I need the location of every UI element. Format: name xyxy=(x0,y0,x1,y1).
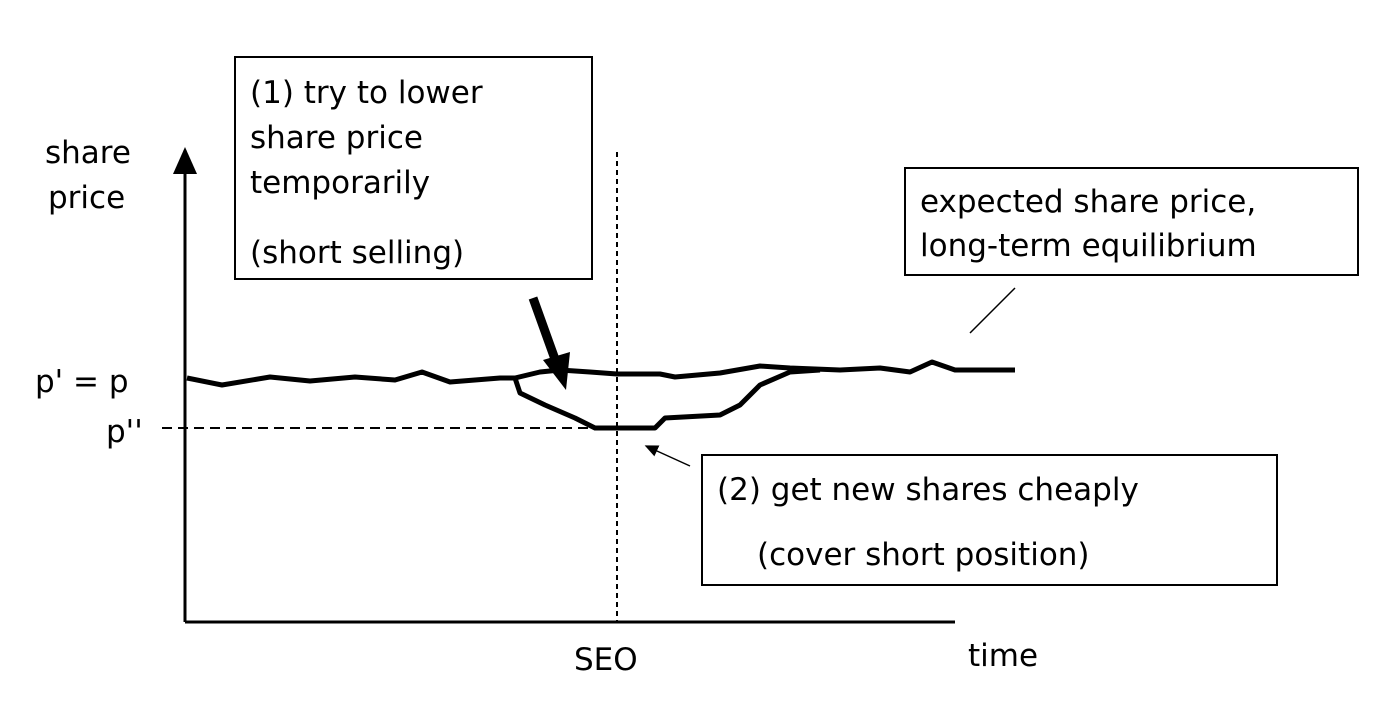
y-axis-label-1: share xyxy=(45,135,131,171)
box2-line2: long-term equilibrium xyxy=(920,228,1257,264)
box-new-shares xyxy=(701,454,1278,586)
thick-arrow-shaft xyxy=(528,296,561,364)
box-short-selling xyxy=(234,56,593,280)
p-equal-label: p' = p xyxy=(35,364,129,400)
y-axis-label-2: price xyxy=(48,180,125,216)
box-expected-price xyxy=(904,167,1359,276)
thick-arrow-head xyxy=(543,352,570,390)
seo-label: SEO xyxy=(574,642,638,678)
expected-price-line xyxy=(186,359,1015,388)
p-double-label: p'' xyxy=(106,414,143,450)
manipulated-price-line xyxy=(512,367,821,431)
box1-line3: temporarily xyxy=(250,165,430,201)
box2-line1: expected share price, xyxy=(920,184,1256,220)
box3-line1: (2) get new shares cheaply xyxy=(717,472,1139,508)
pointer-arrow xyxy=(644,445,691,467)
box1-line2: share price xyxy=(250,120,423,156)
box1-line4: (short selling) xyxy=(250,235,464,271)
box3-line2: (cover short position) xyxy=(757,537,1090,573)
box1-line1: (1) try to lower xyxy=(250,75,483,111)
time-label: time xyxy=(968,638,1038,674)
pointer-line xyxy=(969,287,1016,334)
